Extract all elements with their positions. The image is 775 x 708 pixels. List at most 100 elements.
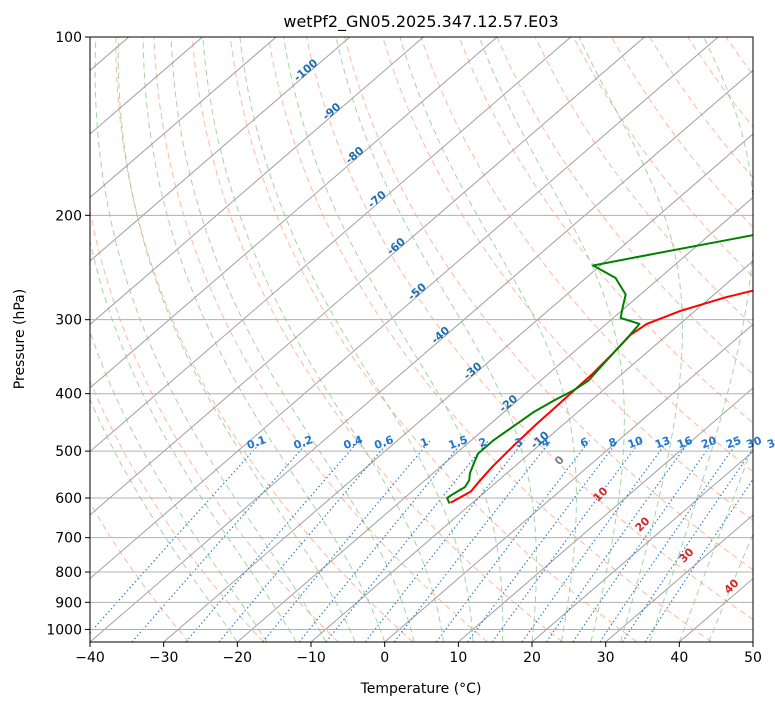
mixing-ratio-line [621,448,753,642]
plot-background [90,37,753,642]
moist-adiabat [335,37,537,642]
mixing-ratio-label: 1.5 [447,433,470,452]
dry-adiabat [90,208,339,642]
isotherm-line [90,37,424,326]
moist-adiabat [239,37,474,642]
moist-adiabat [678,443,753,642]
mixing-ratio-line [521,440,669,642]
y-tick-label: 300 [55,313,82,329]
mixing-ratio-line [298,440,465,642]
mixing-ratio-label: 0.4 [342,433,365,452]
mixing-ratio-line [572,440,715,642]
x-tick-label: −10 [296,650,326,666]
mixing-ratio-label: 16 [675,434,694,452]
moist-adiabat [202,37,445,642]
x-tick-label: 50 [744,650,762,666]
mixing-ratio-label: 13 [653,434,672,451]
y-tick-label: 900 [55,595,82,611]
dry-adiabat [496,37,753,375]
moist-adiabat [708,532,753,642]
y-tick-label: 1000 [46,622,82,638]
isotherms [90,37,753,642]
isotherm-line [237,196,753,642]
dry-adiabat [344,37,753,571]
mixing-ratio-line [262,440,431,642]
mixing-ratio-label: 8 [607,435,619,450]
moist-adiabat [399,37,577,642]
mixing-ratio-label: 6 [578,435,590,450]
moist-adiabat [90,330,268,642]
mixing-ratio-label: 30 [745,434,764,452]
mixing-ratio-label: 1 [419,435,431,450]
dry-adiabat [382,37,753,522]
chart-title: wetPf2_GN05.2025.347.12.57.E03 [283,12,558,32]
x-tick-label: −20 [223,650,253,666]
x-axis-title: Temperature (°C) [360,681,482,697]
moist-adiabat [142,37,386,642]
mixing-ratio-label: 2 [477,435,489,450]
mixing-ratio-label: 3 [513,435,525,450]
x-tick-label: 40 [670,650,688,666]
mixing-ratio-label: 0.1 [245,433,268,452]
isotherm-line [384,323,753,642]
moist-adiabat [283,37,504,642]
x-tick-label: 20 [523,650,541,666]
isotherm-line [90,37,351,262]
y-tick-label: 500 [55,444,82,460]
moist-adiabat [649,37,753,642]
dry-adiabat [153,37,488,642]
mixing-ratio-line [185,440,360,642]
x-tick-label: 0 [380,650,389,666]
y-tick-label: 400 [55,387,82,403]
dewpoint-line [446,189,753,504]
isotherm-line [163,133,753,642]
y-tick-label: 700 [55,531,82,547]
plot-frame [89,36,754,643]
y-tick-label: 600 [55,491,82,507]
moist-adiabat [94,37,327,642]
moist-adiabats [90,37,753,642]
mixing-ratio-line [467,440,619,642]
isotherm-line [752,641,753,642]
isotherm-line [531,450,753,642]
isotherm-line [605,514,753,642]
mixing-ratio-label: 20 [700,434,719,452]
y-tick-label: 100 [55,30,82,46]
y-tick-label: 200 [55,208,82,224]
x-tick-label: −30 [149,650,179,666]
mixing-ratio-label: 10 [626,434,645,452]
moist-adiabat [117,37,356,642]
isotherm-line [90,37,719,580]
dry-adiabats [90,37,775,642]
isotherm-line [90,37,572,453]
mixing-ratio-line [325,440,489,642]
isotherm-line [90,37,277,199]
y-axis-title: Pressure (hPa) [12,289,28,389]
dry-adiabat [90,501,190,642]
moist-adiabat [90,398,238,642]
dry-adiabat [229,37,638,642]
moist-adiabat [478,37,625,642]
mixing-ratio-label: 25 [724,434,743,451]
mixing-ratio-label: 36 [765,434,775,452]
isotherm-line [458,387,753,642]
profile-series [446,189,753,504]
isotherm-line [90,69,753,642]
dry-adiabat [420,37,753,473]
moist-adiabat [578,37,683,642]
axes: −40 −30 −20 −10 0 10 20 30 40 5010020030040050060… [46,30,762,666]
dry-adiabat [764,37,775,642]
mixing-ratio-line [131,440,310,642]
temperature-line [450,289,753,504]
y-tick-label: 800 [55,565,82,581]
x-tick-label: 30 [597,650,615,666]
mixing-ratio-label: 4 [540,435,552,450]
x-tick-label: 10 [449,650,467,666]
mixing-ratio-label: 0.2 [292,433,315,452]
isotherm-line [90,37,645,516]
dry-adiabat [305,37,753,621]
mixing-ratio-line [364,440,525,642]
pressure-gridlines [90,37,753,630]
isotherm-line [310,260,753,642]
